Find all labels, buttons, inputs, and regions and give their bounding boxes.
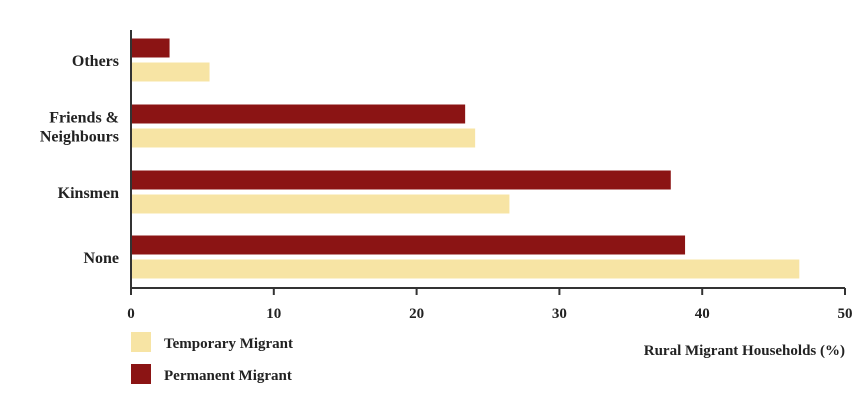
x-tick-label: 20 bbox=[409, 306, 424, 322]
category-label: Friends & Neighbours bbox=[40, 110, 119, 146]
category-label: Kinsmen bbox=[58, 185, 119, 202]
x-tick-label: 10 bbox=[266, 306, 281, 322]
bar-permanent-friends-neighbours bbox=[131, 104, 466, 124]
legend-swatch-permanent bbox=[131, 364, 151, 384]
x-tick-label: 50 bbox=[838, 306, 853, 322]
x-tick-label: 40 bbox=[695, 306, 710, 322]
legend-swatch-temporary bbox=[131, 332, 151, 352]
x-tick-label: 30 bbox=[552, 306, 567, 322]
bar-permanent-none bbox=[131, 235, 686, 255]
bar-temporary-others bbox=[131, 62, 210, 82]
x-axis-title: Rural Migrant Households (%) bbox=[644, 343, 845, 359]
category-labels: None Kinsmen Friends & Neighbours Others bbox=[40, 53, 119, 267]
legend-label-permanent: Permanent Migrant bbox=[164, 368, 292, 384]
x-tick-label: 0 bbox=[127, 306, 135, 322]
bar-permanent-kinsmen bbox=[131, 170, 671, 190]
bar-permanent-others bbox=[131, 38, 170, 58]
bar-temporary-friends-neighbours bbox=[131, 128, 476, 148]
category-label: Others bbox=[72, 53, 119, 70]
x-axis: 0 10 20 30 40 50 bbox=[127, 30, 853, 322]
bar-temporary-none bbox=[131, 259, 800, 279]
bar-temporary-kinsmen bbox=[131, 194, 510, 214]
category-label: None bbox=[83, 250, 119, 267]
legend: Temporary Migrant Permanent Migrant bbox=[131, 332, 293, 384]
legend-label-temporary: Temporary Migrant bbox=[164, 336, 293, 352]
bars-layer bbox=[131, 38, 800, 279]
